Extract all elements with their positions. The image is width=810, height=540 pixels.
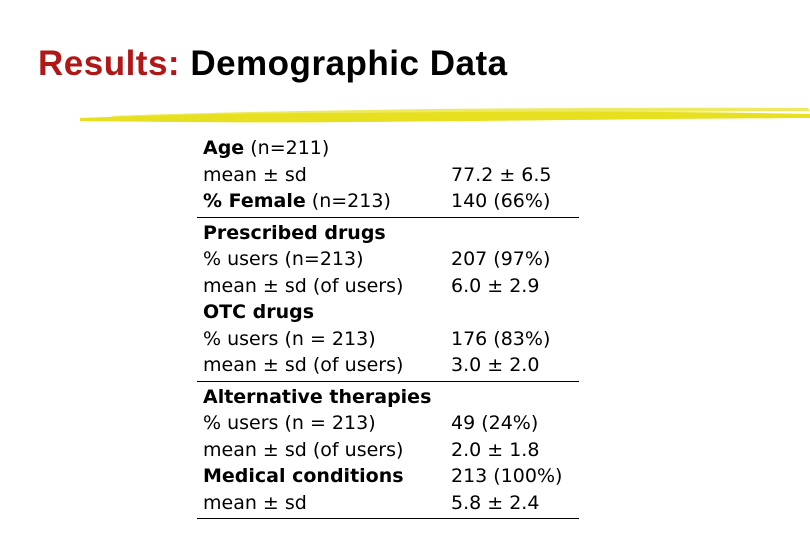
row-label: mean ± sd (of users)	[197, 352, 451, 379]
row-label-bold: Alternative therapies	[203, 385, 432, 408]
row-label-bold: Age	[203, 137, 245, 159]
table-row: mean ± sd (of users) 2.0 ± 1.8	[197, 437, 579, 464]
row-label: Alternative therapies	[197, 384, 451, 411]
row-value: 5.8 ± 2.4	[451, 491, 540, 514]
row-label: Prescribed drugs	[197, 220, 451, 247]
slide-title-accent: Results:	[38, 44, 181, 83]
row-value: 213 (100%)	[451, 465, 563, 487]
row-label-text: mean ± sd (of users)	[203, 354, 404, 376]
table-row: % users (n=213) 207 (97%)	[197, 246, 579, 273]
table-row: Medical conditions 213 (100%)	[197, 463, 579, 490]
row-label: % users (n = 213)	[197, 326, 451, 353]
row-label: mean ± sd (of users)	[197, 273, 451, 300]
table-row: mean ± sd 77.2 ± 6.5	[197, 162, 579, 189]
row-value: 49 (24%)	[451, 412, 539, 434]
row-label-text: mean ± sd (of users)	[203, 274, 404, 297]
row-label: OTC drugs	[197, 299, 451, 326]
row-value: 207 (97%)	[451, 248, 551, 270]
row-value	[451, 220, 579, 247]
demographic-table: Age (n=211) mean ± sd 77.2 ± 6.5% Female (…	[197, 135, 579, 521]
row-value	[451, 384, 579, 411]
row-label-bold: Medical conditions	[203, 465, 404, 487]
table-row: mean ± sd (of users) 3.0 ± 2.0	[197, 352, 579, 379]
row-value: 140 (66%)	[451, 190, 551, 212]
row-label: mean ± sd	[197, 162, 451, 189]
slide-title-rest: Demographic Data	[180, 44, 508, 83]
row-label-text: % users (n=213)	[203, 248, 364, 270]
table-row: mean ± sd (of users) 6.0 ± 2.9	[197, 273, 579, 300]
row-label: % users (n = 213)	[197, 410, 451, 437]
row-label-text: (n=211)	[244, 137, 330, 159]
row-label: % users (n=213)	[197, 246, 451, 273]
table-row: % Female (n=213) 140 (66%)	[197, 188, 579, 215]
row-value: 2.0 ± 1.8	[451, 438, 540, 461]
table-row: OTC drugs	[197, 299, 579, 326]
row-value: 3.0 ± 2.0	[451, 354, 540, 376]
table-row: Prescribed drugs	[197, 220, 579, 247]
row-label: Age (n=211)	[197, 135, 451, 162]
table-section: Prescribed drugs % users (n=213) 207 (97%)…	[197, 220, 579, 382]
slide-title: Results: Demographic Data	[38, 46, 508, 81]
row-label-bold: Prescribed drugs	[203, 221, 386, 244]
row-label: % Female (n=213)	[197, 188, 451, 215]
title-underline-decoration	[80, 107, 810, 123]
row-label: Medical conditions	[197, 463, 451, 490]
table-section: Alternative therapies % users (n = 213) 49…	[197, 384, 579, 519]
row-label-text: mean ± sd (of users)	[203, 438, 404, 461]
row-label-text: mean ± sd	[203, 163, 307, 186]
row-label-text: (n=213)	[305, 190, 391, 212]
row-label: mean ± sd (of users)	[197, 437, 451, 464]
table-row: mean ± sd 5.8 ± 2.4	[197, 490, 579, 517]
table-section: Age (n=211) mean ± sd 77.2 ± 6.5% Female (…	[197, 135, 579, 218]
row-label-bold: OTC drugs	[203, 301, 315, 323]
row-label-text: mean ± sd	[203, 491, 307, 514]
row-label-text: % users (n = 213)	[203, 327, 376, 350]
row-value: 6.0 ± 2.9	[451, 274, 540, 297]
row-label-bold: % Female	[203, 190, 306, 212]
table-row: Age (n=211)	[197, 135, 579, 162]
row-label: mean ± sd	[197, 490, 451, 517]
row-label-text: % users (n = 213)	[203, 412, 376, 434]
row-value: 77.2 ± 6.5	[451, 163, 552, 186]
table-row: % users (n = 213) 176 (83%)	[197, 326, 579, 353]
table-row: % users (n = 213) 49 (24%)	[197, 410, 579, 437]
row-value: 176 (83%)	[451, 327, 551, 350]
row-value	[451, 135, 579, 162]
row-value	[451, 299, 579, 326]
table-row: Alternative therapies	[197, 384, 579, 411]
